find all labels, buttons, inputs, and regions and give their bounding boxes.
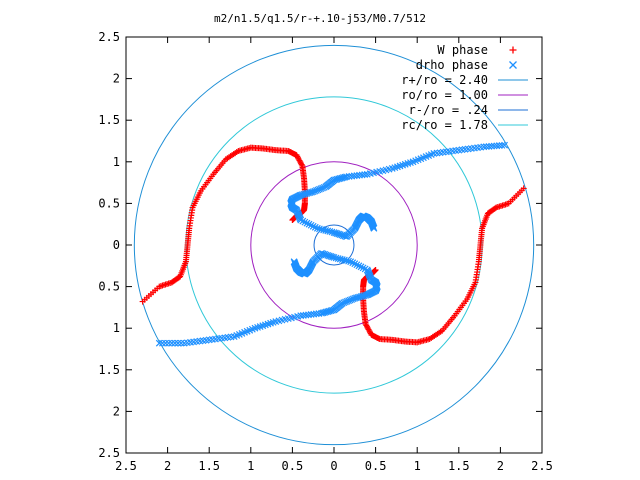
y-tick-label: 2.5 [98,30,120,44]
w-phase-point [363,322,370,329]
drho-phase-point [343,257,350,265]
drho-phase-point [309,222,317,230]
legend-marker-sample [509,46,517,54]
drho-phase-point [361,265,369,273]
drho-phase-point [290,258,298,266]
drho-phase-point [319,250,327,258]
drho-phase-point [482,143,490,151]
drho-phase-point [338,256,346,263]
radius-circle [185,96,483,394]
drho-phase-point [174,339,182,347]
drho-phase-point [357,263,365,271]
y-tick-label: 2.5 [98,446,120,460]
drho-phase-point [336,255,344,263]
drho-phase-point [359,264,367,272]
drho-phase-point [318,225,325,233]
x-tick-label: 0.5 [282,459,304,473]
drho-phase-point [355,262,363,270]
drho-phase-point [162,339,169,347]
drho-phase-point [303,219,311,227]
y-tick-label: 1 [113,155,120,169]
legend-label: rc/ro = 1.78 [401,118,488,132]
x-tick-label: 1 [414,459,421,473]
drho-phase-point [311,223,319,231]
x-tick-label: 2.5 [531,459,553,473]
w-phase-point [372,266,379,273]
w-phase-point [298,161,305,168]
legend-label: drho phase [416,58,488,72]
drho-phase-point [324,227,332,235]
x-tick-label: 0 [330,459,337,473]
drho-phase-point [177,339,185,347]
radius-circle [133,44,535,446]
drho-phase-point [168,339,176,347]
x-tick-label: 2 [497,459,504,473]
chart-title-group: m2/n1.5/q1.5/r-+.10-j53/M0.7/512 [214,12,426,25]
drho-phase-point [307,221,315,229]
drho-phase-point [313,224,321,232]
y-tick-label: 1.5 [98,113,120,127]
drho-phase-point [305,220,313,228]
legend-label: r-/ro = .24 [409,103,488,117]
y-tick-label: 2 [113,72,120,86]
drho-phase-point [370,224,378,232]
drho-phase-point [165,339,173,347]
drho-phase-point [345,257,352,265]
drho-phase-point [326,228,334,235]
drho-phase-point [301,218,309,226]
drho-phase-point [353,261,361,269]
drho-phase-point [158,339,166,347]
y-tick-label: 2 [113,404,120,418]
drho-phase-point [171,339,179,347]
y-tick-label: 1.5 [98,363,120,377]
drho-phase-point [299,217,307,225]
drho-phase-point [297,216,305,224]
chart-title: m2/n1.5/q1.5/r-+.10-j53/M0.7/512 [214,12,426,25]
w-phase-point [289,217,296,224]
x-tick-label: 2 [164,459,171,473]
y-tick-label: 0 [113,238,120,252]
drho-phase-point [349,259,357,267]
x-tick-label: 2.5 [115,459,137,473]
drho-phase-point [341,232,349,240]
x-tick-label: 1 [247,459,254,473]
x-tick-label: 1.5 [198,459,220,473]
legend-label: W phase [437,43,488,57]
y-tick-label: 1 [113,321,120,335]
drho-phase-point [316,225,323,233]
phase-points [139,141,527,347]
drho-phase-point [340,256,348,264]
drho-phase-point [322,227,330,234]
x-tick-label: 0.5 [365,459,387,473]
drho-phase-point [363,266,371,274]
radius-circle [313,224,355,266]
legend-marker-sample [509,61,517,69]
x-tick-label: 1.5 [448,459,470,473]
drho-phase-point [347,258,355,266]
y-tick-label: 0.5 [98,280,120,294]
axis-ticks: 2.5 2 1.5 1 0.5 0 0.5 1 1.5 2 2.52.521.510.500.511… [98,30,553,473]
drho-phase-point [320,226,328,234]
legend-label: ro/ro = 1.00 [401,88,488,102]
drho-phase-point [155,339,163,347]
drho-phase-point [334,255,342,262]
legend-label: r+/ro = 2.40 [401,73,488,87]
drho-phase-point [351,260,359,268]
y-tick-label: 0.5 [98,196,120,210]
radius-circle [250,161,418,329]
